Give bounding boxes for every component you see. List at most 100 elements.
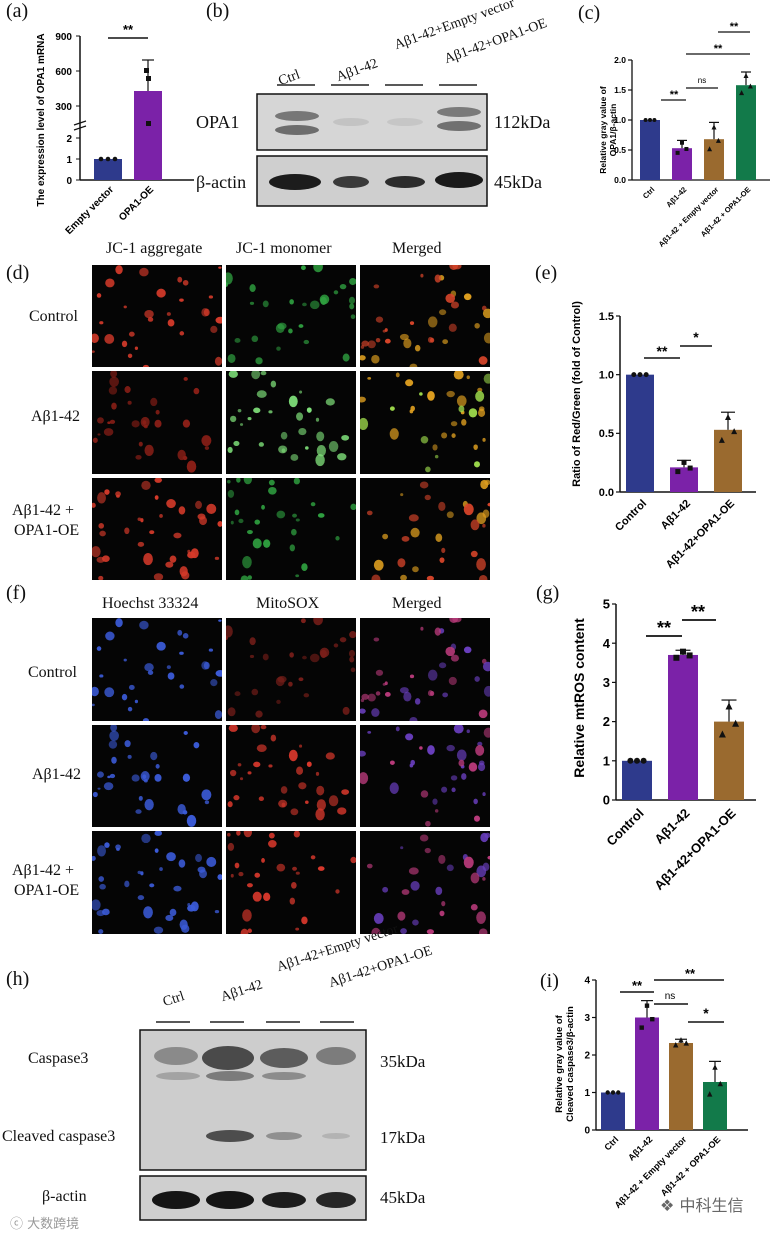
chart-a-bar [134, 91, 162, 180]
chart-i-point [683, 1040, 689, 1046]
blot-h-lane-label: Aβ1-42 [219, 977, 265, 1006]
chart-a-yticks-lower: 2 1 0 [66, 134, 80, 187]
blot-b-row-label: OPA1 [196, 112, 240, 132]
grid-f-column-header: Hoechst 33324 [102, 595, 199, 612]
blot-h-row-size: 17kDa [380, 1128, 426, 1147]
blot-h-band [154, 1047, 198, 1065]
chart-i-ytick: 4 [584, 976, 590, 987]
chart-i-point [712, 1064, 718, 1070]
chart-e-point [687, 465, 693, 471]
blot-h-row-label: β-actin [42, 1188, 87, 1205]
chart-g-bar [622, 760, 652, 800]
chart-e-point [637, 372, 643, 378]
chart-c-sig: ** [670, 89, 679, 101]
chart-e-point [643, 372, 649, 378]
chart-e-ytick: 0.0 [599, 487, 614, 499]
chart-g-sig: ** [657, 618, 671, 638]
blot-h-row-label: Cleaved caspase3 [2, 1128, 116, 1145]
chart-e-point [725, 413, 731, 420]
chart-c-point [652, 118, 657, 122]
chart-c-point [711, 124, 717, 130]
chart-i-ytick: 2 [584, 1051, 590, 1062]
grid-d-micrograph [360, 371, 490, 474]
chart-i-point [639, 1025, 644, 1030]
chart-c-bar [640, 120, 660, 180]
chart-c-bar [672, 148, 692, 180]
chart-i-bar [601, 1092, 625, 1130]
chart-g-point [640, 757, 647, 764]
chart-e-point [631, 372, 637, 378]
blot-b-band [333, 176, 369, 188]
chart-a-ytick: 0 [66, 176, 72, 187]
panel-letter-d: (d) [6, 262, 30, 284]
chart-a-ytick: 300 [55, 102, 72, 113]
chart-i-point [678, 1037, 684, 1043]
grid-d-row-label: Aβ1-42 [31, 408, 81, 425]
chart-c-bar [704, 139, 724, 180]
grid-f-row-label: Aβ1-42 [32, 766, 82, 783]
chart-c-ylabel: OPA1/β-actin [608, 104, 618, 157]
watermark-left-text: 大数跨境 [27, 1217, 80, 1232]
chart-i-point [605, 1090, 610, 1095]
chart-g-ytick: 2 [603, 714, 610, 729]
panel-letter-a: (a) [6, 0, 29, 22]
grid-f-micrograph [360, 724, 490, 828]
chart-g-point [686, 652, 693, 659]
grid-f-row-label: Aβ1-42 + [12, 862, 75, 879]
chart-c-point [680, 140, 684, 145]
grid-d-row-label: Control [29, 308, 78, 325]
panel-letter-h: (h) [6, 968, 30, 990]
chart-i-point [707, 1091, 713, 1097]
chart-c-ytick: 2.0 [614, 55, 626, 65]
chart-c-sig: ns [698, 76, 706, 85]
chart-a-point [146, 76, 151, 81]
chart-g-point [725, 702, 733, 710]
chart-i-xlabel: Aβ1-42 + OPA1-OE [659, 1134, 723, 1198]
grid-f-micrograph [92, 618, 222, 721]
grid-d-column-header: JC-1 monomer [236, 240, 332, 257]
chart-g-point [718, 730, 726, 738]
grid-d [92, 265, 490, 580]
blot-h [139, 1021, 367, 1221]
chart-e-sig: * [693, 329, 699, 345]
grid-f-micrograph [92, 831, 222, 934]
chart-g-point [627, 757, 634, 764]
grid-f-micrograph [226, 724, 356, 828]
blot-b-band [437, 107, 481, 117]
chart-g-xlabel: Aβ1-42+OPA1-OE [651, 805, 739, 893]
chart-g-ylabel: Relative mtROS content [571, 618, 587, 778]
blot-b-band [333, 118, 369, 126]
blot-h-band [156, 1072, 200, 1080]
panel-letter-g: (g) [536, 582, 560, 604]
chart-c-xlabel: Aβ1-42 [664, 185, 688, 209]
chart-e-ytick: 0.5 [599, 428, 614, 440]
grid-d-micrograph [92, 371, 222, 474]
chart-e-point [675, 469, 681, 475]
grid-f-column-header: Merged [392, 595, 442, 612]
chart-g-sig: ** [691, 602, 705, 622]
blot-b-row-label: β-actin [196, 172, 247, 192]
blot-b [256, 84, 488, 207]
grid-f-row-label: OPA1-OE [14, 882, 80, 899]
chart-i-point [717, 1080, 723, 1087]
blot-h-band [206, 1071, 254, 1081]
chart-c-ytick: 1.5 [614, 85, 626, 95]
grid-d-micrograph [360, 477, 490, 580]
chart-e-xlabel: Control [613, 498, 649, 534]
chart-c-bar [736, 85, 756, 180]
chart-a-xlabel: Empty vector [64, 184, 117, 237]
grid-d-row-label: Aβ1-42 + [12, 502, 75, 519]
chart-g-bar [714, 721, 744, 800]
chart-e-point [718, 436, 725, 443]
blot-h-band [152, 1191, 200, 1209]
chart-i-ylabel: Relative gray value of [554, 1014, 565, 1113]
chart-c-xlabel: Aβ1-42 + Empty vector [657, 185, 721, 249]
blot-h-row-label: Caspase3 [28, 1050, 89, 1067]
chart-e-point [681, 459, 687, 465]
grid-d-micrograph [92, 265, 222, 368]
chart-a: The expression level of OPA1 mRNA 900 60… [36, 22, 194, 237]
chart-i-sig: ns [665, 991, 676, 1002]
chart-a-ytick: 600 [55, 67, 72, 78]
grid-f-micrograph [360, 831, 490, 934]
chart-c-point [684, 146, 689, 151]
